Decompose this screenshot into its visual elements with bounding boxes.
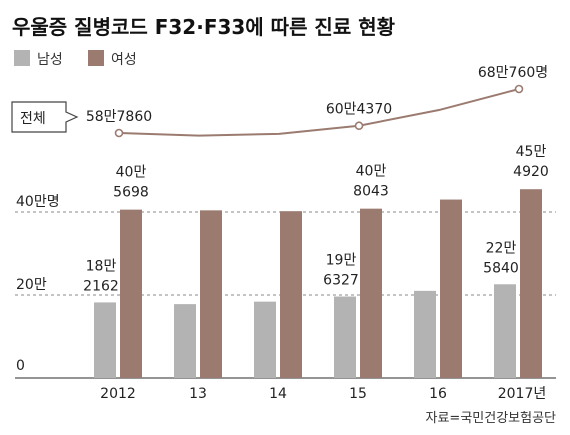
total-callout: 전체 xyxy=(11,101,79,133)
data-labels: 58만7860 60만4370 68만760명 18만 2162 19만 6327 22만 58… xyxy=(83,65,549,294)
bar-female xyxy=(120,209,142,378)
bar-male xyxy=(94,302,116,378)
bars xyxy=(94,189,542,378)
total-data-label: 60만4370 xyxy=(326,102,392,118)
x-tick-label: 13 xyxy=(189,386,207,402)
bar-female xyxy=(440,199,462,378)
bar-female xyxy=(200,210,222,378)
legend-swatch-female xyxy=(88,50,104,66)
source-note: 자료=국민건강보험공단 xyxy=(426,411,557,426)
bar-male xyxy=(494,284,516,378)
male-data-label: 18만 2162 xyxy=(83,258,119,294)
y-tick-label: 40만명 xyxy=(16,194,60,210)
total-callout-label: 전체 xyxy=(20,111,46,127)
female-data-label: 40만 8043 xyxy=(353,164,389,200)
total-callout-box xyxy=(11,101,79,133)
legend-label-male: 남성 xyxy=(37,52,63,68)
x-tick-label: 2017년 xyxy=(498,386,547,402)
total-point xyxy=(514,84,524,94)
male-data-label: 19만 6327 xyxy=(323,253,359,289)
chart-title: 우울증 질병코드 F32·F33에 따른 진료 현황 xyxy=(12,15,396,39)
bar-male xyxy=(414,290,436,378)
x-axis: 2012 13 14 15 16 2017년 xyxy=(100,386,546,402)
female-data-label: 45만 4920 xyxy=(513,144,549,180)
female-data-label: 40만 5698 xyxy=(113,165,149,201)
x-tick-label: 15 xyxy=(349,386,367,402)
x-tick-label: 16 xyxy=(429,386,447,402)
legend-swatch-male xyxy=(14,50,30,66)
legend-label-female: 여성 xyxy=(111,52,137,68)
total-data-label: 68만760명 xyxy=(478,65,548,81)
male-data-label: 22만 5840 xyxy=(483,240,519,276)
bar-female xyxy=(520,189,542,378)
total-series-line xyxy=(118,88,520,137)
legend: 남성 여성 xyxy=(14,50,137,68)
x-tick-label: 14 xyxy=(269,386,287,402)
total-point xyxy=(114,128,124,138)
total-point xyxy=(354,121,364,131)
total-line xyxy=(114,84,524,138)
y-tick-label: 20만 xyxy=(16,277,47,293)
y-tick-label: 0 xyxy=(16,358,25,374)
total-data-label: 58만7860 xyxy=(86,109,152,125)
bar-male xyxy=(254,301,276,378)
bar-female xyxy=(360,208,382,378)
bar-male xyxy=(334,296,356,378)
bar-female xyxy=(280,211,302,378)
bar-male xyxy=(174,304,196,378)
x-tick-label: 2012 xyxy=(100,386,136,402)
